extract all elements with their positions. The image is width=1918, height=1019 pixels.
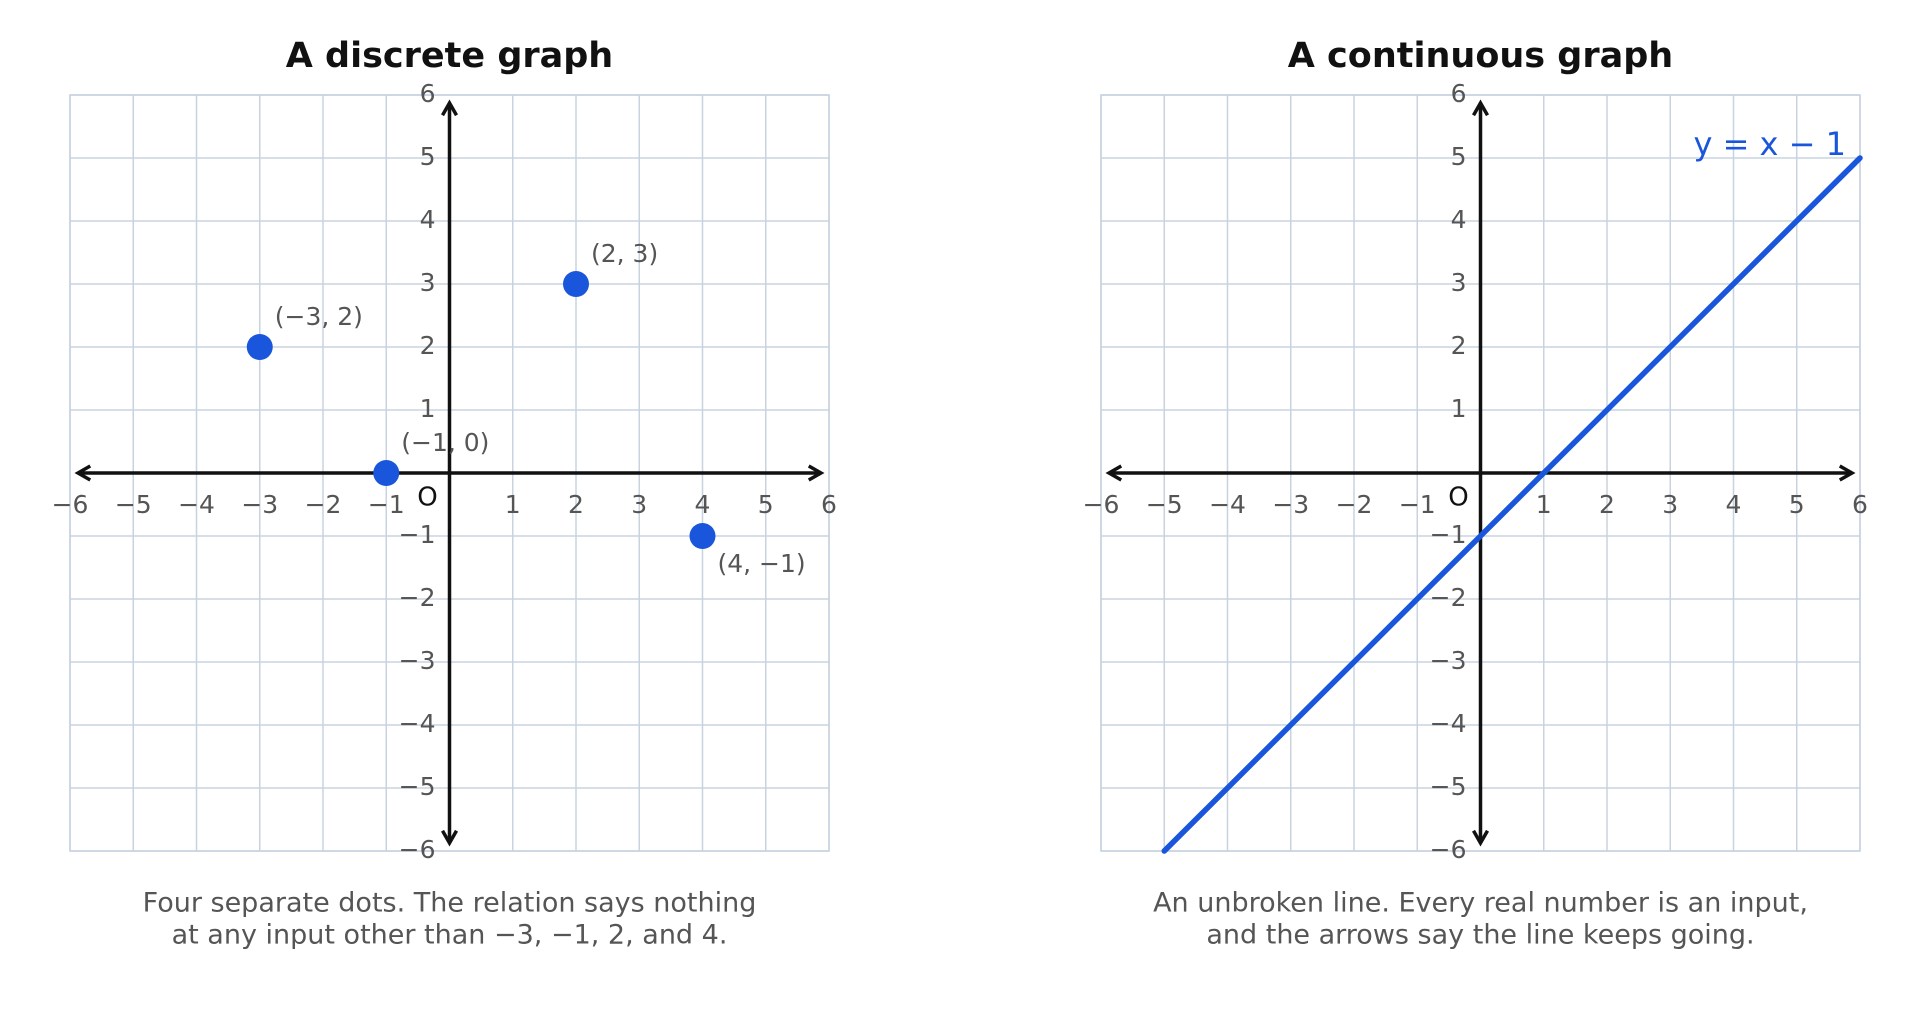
x-tick-label: 1 (505, 490, 521, 519)
x-tick-label: 2 (568, 490, 584, 519)
y-tick-label: 2 (1451, 331, 1467, 360)
x-tick-label: 6 (821, 490, 837, 519)
x-tick-label: −5 (1146, 490, 1183, 519)
x-tick-label: −4 (1209, 490, 1246, 519)
x-tick-label: −2 (305, 490, 342, 519)
y-tick-label: 4 (1451, 205, 1467, 234)
chart: A continuous graph −6 −5 −4 −3 −2 −1 1 2 3 4 5 6 −6 −5… (1083, 36, 1868, 951)
caption: An unbroken line. Every real number is a… (1153, 888, 1808, 919)
point-label: (2, 3) (591, 239, 658, 268)
y-tick-label: 5 (1451, 142, 1467, 171)
y-tick-label: −3 (1430, 646, 1467, 675)
x-tick-label: 2 (1599, 490, 1615, 519)
y-tick-label: −4 (1430, 709, 1467, 738)
y-tick-label: −3 (399, 646, 436, 675)
y-tick-label: 2 (420, 331, 436, 360)
x-tick-label: −3 (241, 490, 278, 519)
y-tick-label: 1 (1451, 394, 1467, 423)
y-tick-label: 3 (420, 268, 436, 297)
y-tick-label: 3 (1451, 268, 1467, 297)
y-tick-label: 1 (420, 394, 436, 423)
x-tick-label: −1 (368, 490, 405, 519)
caption: and the arrows say the line keeps going. (1206, 920, 1754, 951)
y-tick-label: −4 (399, 709, 436, 738)
point-label: (−1, 0) (401, 428, 489, 457)
y-tick-label: −5 (399, 772, 436, 801)
y-tick-label: 5 (420, 142, 436, 171)
point (373, 460, 400, 486)
x-tick-label: 4 (695, 490, 711, 519)
x-tick-label: −6 (1083, 490, 1120, 519)
line (1161, 155, 1863, 854)
y-tick-label: −2 (399, 583, 436, 612)
x-tick-label: 5 (1789, 490, 1805, 519)
x-tick-label: 3 (631, 490, 647, 519)
origin-label: O (1448, 483, 1468, 513)
x-tick-label: −6 (52, 490, 89, 519)
caption: at any input other than −3, −1, 2, and 4… (172, 920, 728, 951)
x-tick-label: 5 (758, 490, 774, 519)
line-annotation: y = x − 1 (1693, 125, 1846, 163)
x-tick-label: 6 (1852, 490, 1868, 519)
point-label: (4, −1) (718, 549, 806, 578)
x-tick-label: −5 (115, 490, 152, 519)
y-tick-label: −2 (1430, 583, 1467, 612)
point-label: (−3, 2) (275, 302, 363, 331)
y-tick-label: −5 (1430, 772, 1467, 801)
origin-label: O (417, 483, 437, 513)
x-tick-label: −4 (178, 490, 215, 519)
y-tick-label: −6 (399, 835, 436, 864)
x-tick-label: −3 (1272, 490, 1309, 519)
chart: A discrete graph −6 −5 −4 −3 −2 −1 1 2 3 4 5 6 −6 −5 −4… (52, 36, 837, 951)
y-tick-label: −1 (399, 520, 436, 549)
x-tick-label: 1 (1536, 490, 1552, 519)
point (689, 523, 716, 549)
x-tick-label: 4 (1726, 490, 1742, 519)
point (246, 334, 273, 360)
y-tick-label: 6 (1451, 79, 1467, 108)
chart-title: A continuous graph (1288, 36, 1673, 76)
point (563, 271, 589, 297)
y-tick-label: 4 (420, 205, 436, 234)
y-tick-label: −6 (1430, 835, 1467, 864)
y-tick-label: −1 (1430, 520, 1467, 549)
caption: Four separate dots. The relation says no… (143, 888, 757, 919)
x-tick-label: 3 (1662, 490, 1678, 519)
x-tick-label: −2 (1336, 490, 1373, 519)
y-tick-label: 6 (420, 79, 436, 108)
chart-title: A discrete graph (286, 36, 613, 76)
x-tick-label: −1 (1399, 490, 1436, 519)
